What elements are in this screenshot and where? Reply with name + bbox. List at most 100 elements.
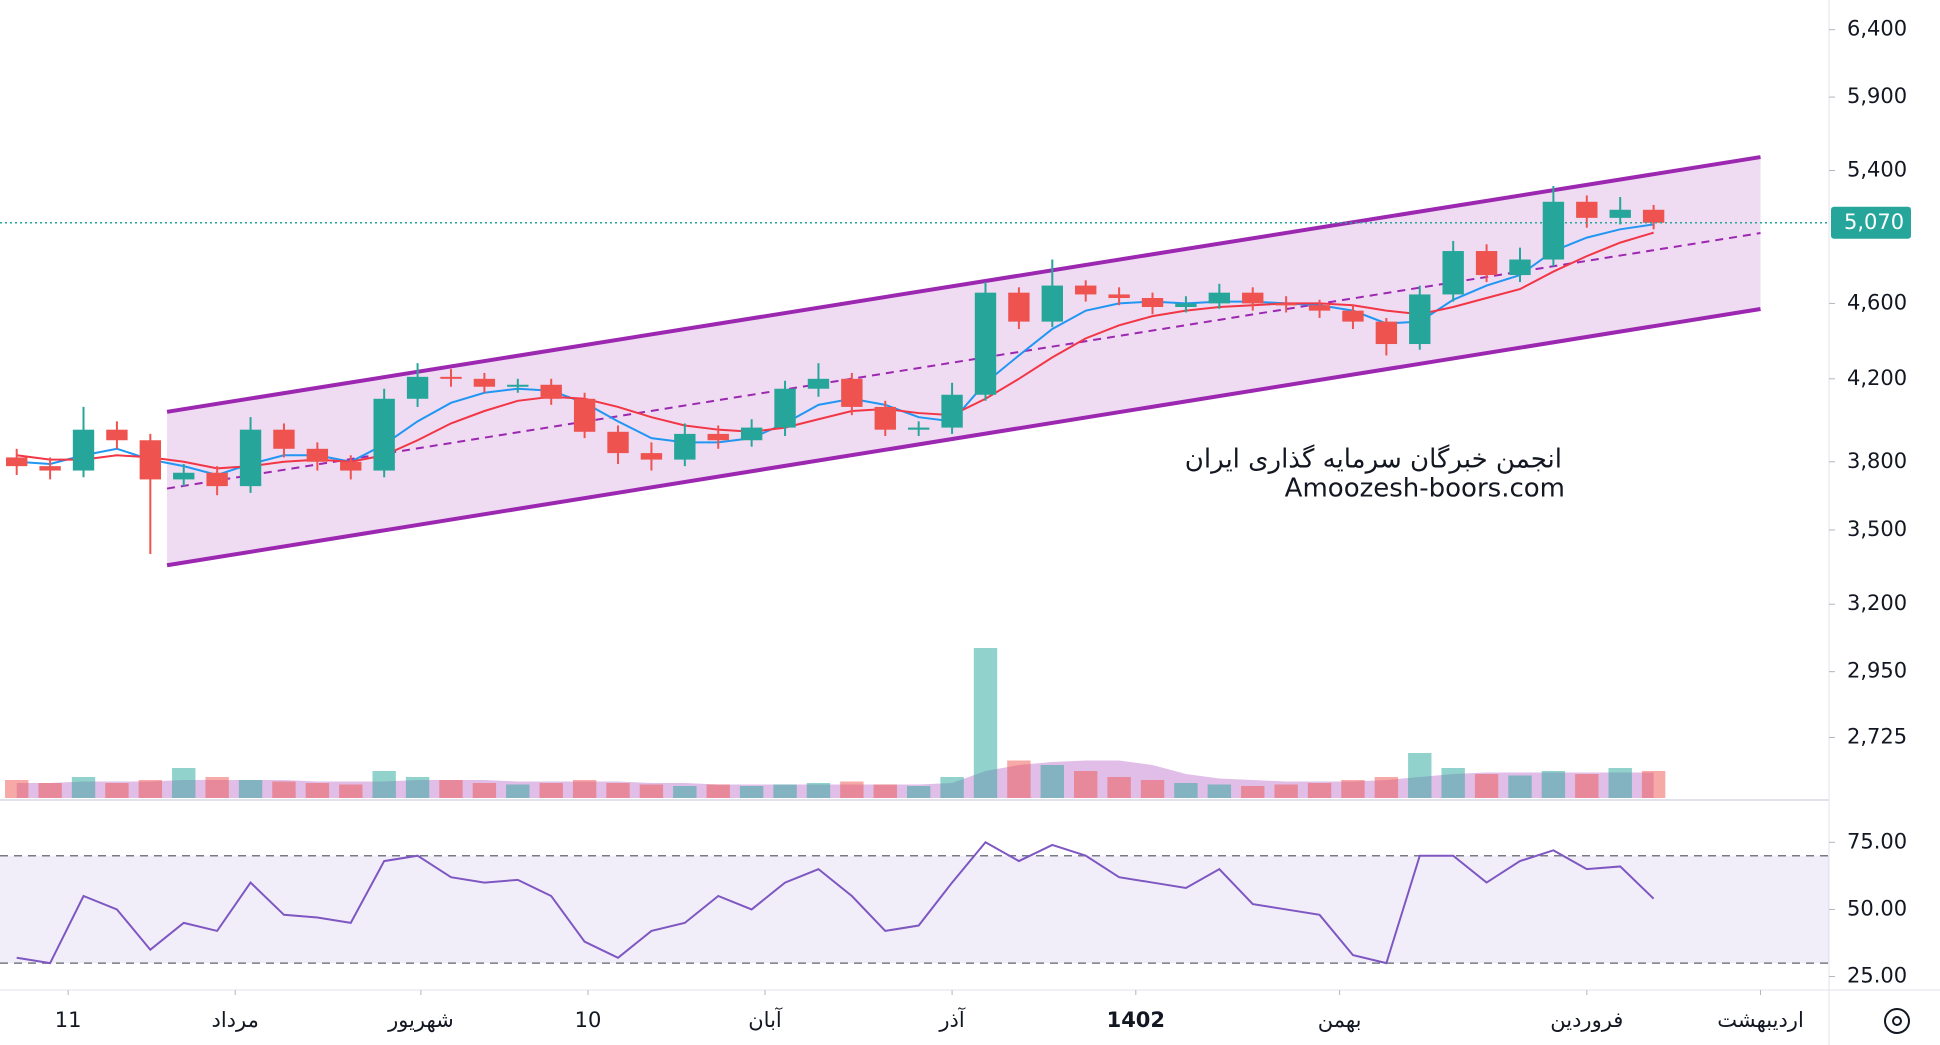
volume-bar <box>305 783 330 798</box>
candle-body <box>607 431 629 454</box>
candle-body <box>139 440 162 480</box>
volume-bar <box>806 783 831 798</box>
channel-fill <box>167 157 1761 566</box>
volume-bar <box>1474 774 1499 798</box>
x-tick-label: 10 <box>575 1008 602 1032</box>
candle-body <box>373 398 395 471</box>
candle-body <box>1275 303 1297 306</box>
candle-body <box>874 406 896 430</box>
candle-body <box>273 429 295 449</box>
y-tick-label: 5,400 <box>1847 157 1907 181</box>
x-tick-label: آبان <box>748 1007 783 1032</box>
candle-body <box>1108 294 1130 299</box>
y-tick-label: 2,950 <box>1847 659 1907 683</box>
candle-body <box>1475 251 1498 276</box>
candle-body <box>1008 292 1030 322</box>
volume-bar <box>940 777 964 798</box>
rsi-tick-label: 25.00 <box>1847 964 1907 988</box>
candle-body <box>807 378 830 389</box>
volume-bar <box>1441 768 1465 798</box>
volume-bar <box>1174 783 1198 798</box>
candle-body <box>707 433 729 441</box>
y-tick-label: 3,500 <box>1847 517 1907 541</box>
candle-body <box>674 433 696 460</box>
volume-bar <box>1541 771 1566 798</box>
y-tick-label: 3,800 <box>1847 449 1907 473</box>
candle-body <box>1509 259 1531 276</box>
candle-body <box>173 472 195 480</box>
volume-bar <box>272 781 296 798</box>
settings-icon[interactable] <box>1884 1008 1910 1034</box>
volume-bar <box>1341 780 1365 798</box>
volume-bar <box>472 783 497 798</box>
volume-bar <box>1641 771 1666 798</box>
volume-bar <box>1107 777 1131 798</box>
volume-bar <box>606 783 630 798</box>
volume-bar <box>439 780 463 798</box>
watermark: Amoozesh-boors.com <box>1285 474 1565 504</box>
rsi-band <box>0 855 1829 964</box>
last-price-label: 5,070 <box>1844 210 1904 234</box>
volume-bar <box>840 781 864 798</box>
rsi-tick-label: 75.00 <box>1847 829 1907 853</box>
candle-body <box>306 448 329 462</box>
icon-dot[interactable] <box>1892 1016 1902 1026</box>
candle-body <box>1342 310 1364 322</box>
candle-body <box>1409 294 1431 345</box>
last-price-tag <box>1831 206 1911 239</box>
candle-body <box>473 378 496 387</box>
volume-bar <box>1241 786 1265 798</box>
candle-body <box>340 461 362 471</box>
y-tick-label: 2,725 <box>1847 724 1907 748</box>
candle-body <box>1375 321 1398 345</box>
candle-body <box>1208 292 1231 304</box>
volume-bar <box>539 783 563 798</box>
x-tick-label: اردیبهشت <box>1717 1008 1804 1032</box>
moving-average <box>16 223 1654 477</box>
volume-bar <box>1508 775 1532 798</box>
x-tick-label: بهمن <box>1318 1008 1362 1032</box>
y-tick-label: 4,600 <box>1847 290 1907 314</box>
x-tick-label: شهریور <box>387 1008 454 1032</box>
volume-bar <box>1140 780 1165 798</box>
candle-body <box>774 388 796 428</box>
candle-body <box>406 376 429 399</box>
candle-body <box>440 376 462 379</box>
x-tick-label: آذر <box>938 1007 965 1032</box>
volume-bar <box>238 780 263 798</box>
x-tick-label: مرداد <box>211 1008 258 1032</box>
candle-body <box>640 453 663 460</box>
candle-body <box>1041 285 1063 322</box>
candle-body <box>1609 209 1631 218</box>
candle-body <box>1242 292 1264 304</box>
volume-bar <box>506 784 530 798</box>
volume-bar <box>205 777 229 798</box>
volume-bar <box>873 784 897 798</box>
candle-body <box>941 394 963 428</box>
volume-bar <box>5 780 29 798</box>
watermark: انجمن خبرگان سرمایه گذاری ایران <box>1185 444 1562 475</box>
volume-bar <box>706 784 730 798</box>
candle-body <box>72 429 95 471</box>
channel-median <box>166 232 1761 490</box>
y-tick-label: 5,900 <box>1847 84 1907 108</box>
candle-body <box>841 378 863 407</box>
candle-body <box>6 457 28 467</box>
x-tick-label: 1402 <box>1107 1008 1165 1032</box>
volume-bar <box>1408 753 1432 798</box>
y-tick-label: 6,400 <box>1847 17 1907 41</box>
volume-bar <box>1207 784 1232 798</box>
candle-body <box>1542 201 1565 260</box>
candle-body <box>740 427 763 441</box>
candle-body <box>1175 303 1197 308</box>
volume-bar <box>38 783 62 798</box>
icon-ring[interactable] <box>1884 1008 1910 1034</box>
rsi-tick-label: 50.00 <box>1847 896 1907 920</box>
candle-body <box>106 429 128 441</box>
candle-body <box>239 429 262 487</box>
volume-bar <box>973 648 998 798</box>
volume-bar <box>572 780 597 798</box>
channel-upper <box>166 155 1761 414</box>
volume-bar <box>1274 784 1298 798</box>
